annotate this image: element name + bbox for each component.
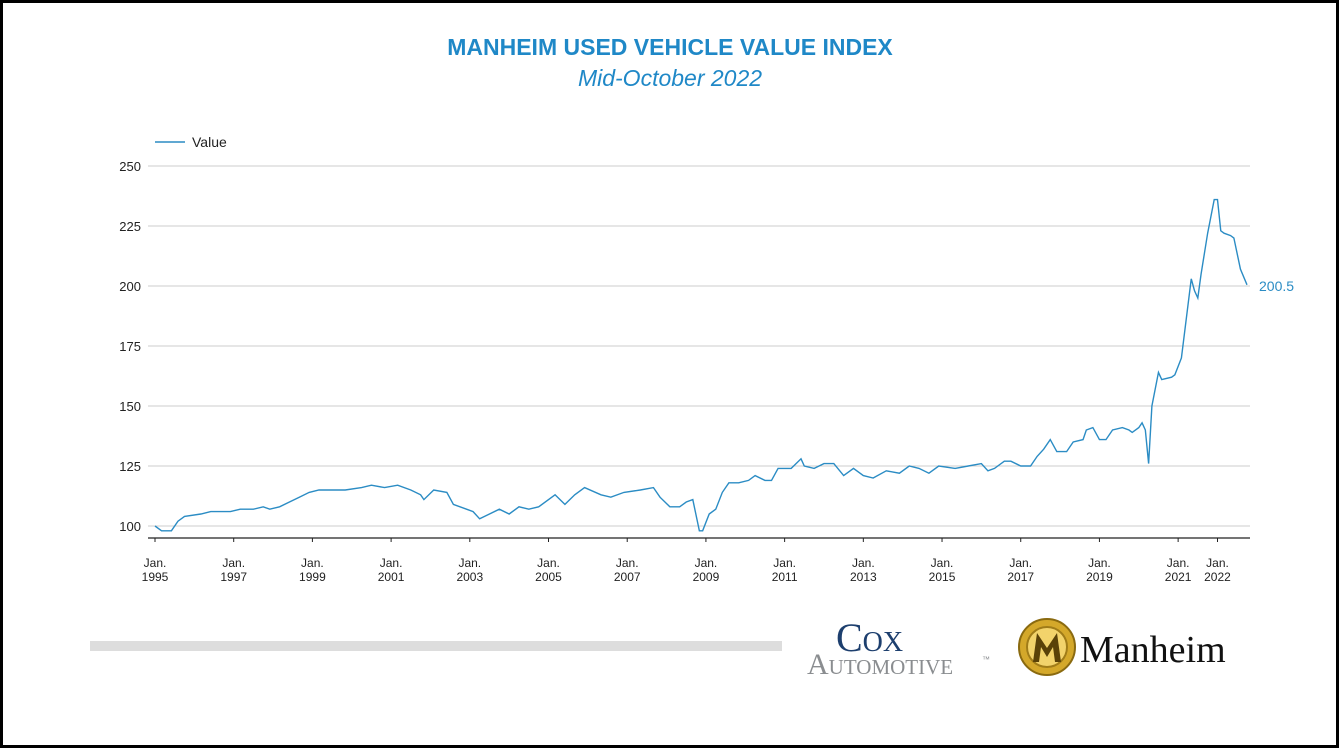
x-tick-label: Jan. 2003 bbox=[456, 556, 483, 584]
background bbox=[3, 3, 1336, 745]
end-value-label: 200.5 bbox=[1259, 278, 1294, 294]
x-tick-label: Jan. 2011 bbox=[772, 556, 798, 584]
chart-title: MANHEIM USED VEHICLE VALUE INDEX bbox=[447, 34, 893, 60]
x-tick-label: Jan. 2001 bbox=[378, 556, 405, 584]
y-tick-label: 200 bbox=[119, 279, 141, 294]
chart-subtitle: Mid-October 2022 bbox=[578, 65, 762, 91]
y-tick-label: 150 bbox=[119, 399, 141, 414]
y-tick-label: 125 bbox=[119, 459, 141, 474]
x-tick-label: Jan. 2015 bbox=[929, 556, 956, 584]
x-tick-label: Jan. 2021 bbox=[1165, 556, 1192, 584]
automotive-logo: Automotive bbox=[807, 648, 953, 681]
legend-label: Value bbox=[192, 134, 227, 150]
x-tick-label: Jan. 1995 bbox=[142, 556, 169, 584]
cox-logo: Cox bbox=[836, 615, 903, 660]
x-tick-label: Jan. 2013 bbox=[850, 556, 877, 584]
x-tick-label: Jan. 2007 bbox=[614, 556, 641, 584]
x-tick-label: Jan. 1999 bbox=[299, 556, 326, 584]
manheim-emblem-inner bbox=[1026, 626, 1068, 668]
y-tick-label: 100 bbox=[119, 519, 141, 534]
manheim-logo: Manheim bbox=[1080, 629, 1226, 671]
x-tick-label: Jan. 2017 bbox=[1007, 556, 1034, 584]
x-tick-label: Jan. 2022 bbox=[1204, 556, 1231, 584]
x-tick-label: Jan. 1997 bbox=[220, 556, 247, 584]
y-tick-label: 250 bbox=[119, 159, 141, 174]
y-tick-label: 225 bbox=[119, 219, 141, 234]
y-tick-label: 175 bbox=[119, 339, 141, 354]
decor-bar bbox=[90, 641, 782, 651]
manheim-emblem-m bbox=[1033, 633, 1061, 662]
x-tick-label: Jan. 2009 bbox=[693, 556, 720, 584]
x-tick-label: Jan. 2005 bbox=[535, 556, 562, 584]
series-line bbox=[154, 198, 1248, 532]
trademark: ™ bbox=[982, 655, 990, 664]
x-tick-label: Jan. 2019 bbox=[1086, 556, 1113, 584]
